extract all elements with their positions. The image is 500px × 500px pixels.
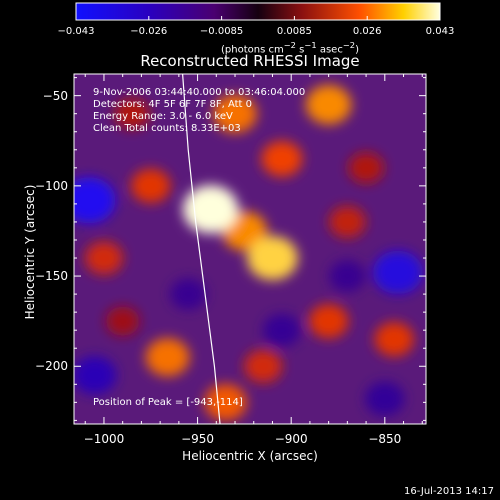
positive-emission-blob — [204, 383, 247, 421]
x-tick-label: −900 — [274, 432, 308, 446]
x-tick-label: −850 — [368, 432, 402, 446]
colorbar-tick-label: −0.043 — [57, 26, 95, 37]
solar-limb-line — [181, 74, 221, 424]
colorbar-tick-label: 0.0085 — [276, 26, 312, 37]
positive-emission-blob — [84, 241, 123, 275]
positive-emission-blob — [308, 304, 349, 339]
negative-emission-blob — [169, 278, 207, 310]
positive-emission-blob — [305, 84, 352, 125]
y-tick-label: −150 — [35, 269, 68, 284]
positive-emission-blob — [261, 140, 303, 177]
positive-emission-blob — [105, 306, 140, 336]
heatmap-image — [74, 74, 426, 424]
positive-emission-blob — [244, 349, 283, 383]
positive-emission-blob — [374, 322, 414, 357]
positive-emission-blob — [329, 206, 366, 238]
y-axis-label: Heliocentric Y (arcsec) — [23, 184, 37, 320]
positive-emission-blob — [114, 98, 150, 129]
axis-ticks — [74, 74, 426, 424]
annotation-clean-counts: Clean Total counts: 8.33E+03 — [93, 123, 241, 134]
annotation-detectors: Detectors: 4F 5F 6F 7F 8F, Att 0 — [93, 99, 253, 110]
positive-emission-blob — [348, 152, 384, 184]
colorbar — [75, 2, 441, 21]
y-tick-label: −200 — [35, 359, 68, 374]
negative-emission-blob — [74, 177, 116, 224]
positive-emission-blob — [131, 168, 171, 204]
negative-emission-blob — [74, 356, 117, 395]
negative-emission-blob — [365, 381, 405, 416]
negative-emission-blob — [329, 260, 366, 292]
x-axis-label: Heliocentric X (arcsec) — [182, 449, 318, 463]
positive-emission-blob — [145, 338, 190, 377]
plot-frame — [73, 73, 427, 425]
colorbar-ticks — [75, 16, 441, 20]
y-tick-label: −100 — [35, 178, 68, 193]
y-tick-label: −50 — [42, 88, 68, 103]
x-tick-label: −1000 — [83, 432, 125, 446]
annotation-time-range: 9-Nov-2006 03:44:40.000 to 03:46:04.000 — [93, 87, 306, 98]
negative-emission-blob — [372, 250, 423, 295]
colorbar-tick-label: −0.026 — [130, 26, 168, 37]
peak-position-label: Position of Peak = [-943,-114] — [93, 397, 243, 408]
colorbar-units: (photons cm−2 s−1 asec−2) — [220, 40, 360, 56]
positive-emission-blob — [247, 235, 298, 281]
positive-emission-blob — [183, 185, 239, 234]
colorbar-tick-label: −0.0085 — [199, 26, 244, 37]
colorbar-tick-label: 0.026 — [352, 26, 382, 37]
negative-emission-blob — [262, 313, 301, 347]
x-tick-label: −950 — [181, 432, 215, 446]
colorbar-tick-label: 0.043 — [425, 26, 455, 37]
annotation-energy-range: Energy Range: 3.0 - 6.0 keV — [93, 111, 233, 122]
chart-title: Reconstructed RHESSI Image — [140, 52, 360, 70]
plot-timestamp: 16-Jul-2013 14:17 — [403, 486, 494, 497]
positive-emission-blob — [213, 94, 258, 133]
